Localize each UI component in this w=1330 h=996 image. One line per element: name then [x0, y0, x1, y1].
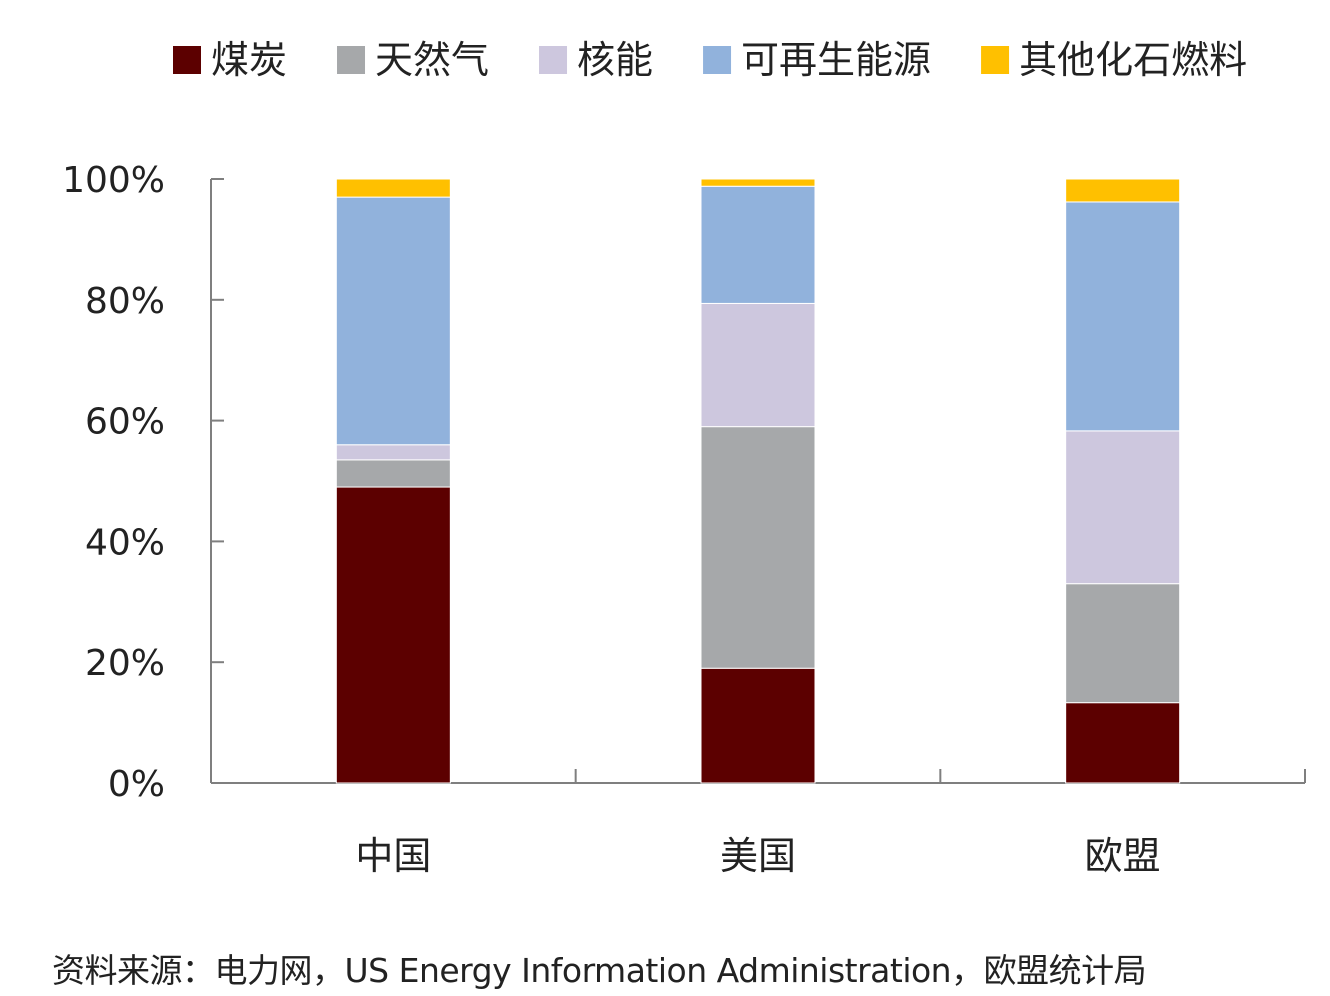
y-tick-label: 60%	[85, 402, 165, 443]
legend-swatch	[703, 46, 732, 74]
bar-segment	[1065, 430, 1181, 585]
legend-swatch	[337, 46, 366, 74]
legend-label: 核能	[577, 38, 653, 82]
y-tick-label: 40%	[85, 522, 165, 563]
chart-axes: 0% 20% 40% 60% 80% 100%	[62, 160, 1306, 805]
bar-segment	[1065, 201, 1181, 432]
bar-segment	[700, 302, 816, 428]
y-tick-label: 0%	[108, 764, 165, 805]
chart-legend: 煤炭 天然气 核能 可再生能源 其他化石燃料	[173, 38, 1247, 82]
bar-segment	[700, 178, 816, 187]
legend-swatch	[173, 46, 201, 74]
x-category-label: 美国	[720, 834, 796, 878]
legend-label: 其他化石燃料	[1019, 38, 1247, 82]
legend-label: 天然气	[375, 38, 489, 82]
chart-bars	[335, 178, 1181, 784]
bar-segment	[335, 459, 451, 488]
bar-segment	[700, 667, 816, 784]
bar-segment	[700, 185, 816, 304]
bar-segment	[335, 178, 451, 198]
bar-segment	[1065, 583, 1181, 704]
source-note: 资料来源：电力网，US Energy Information Administr…	[52, 951, 1147, 990]
y-tick-label: 20%	[85, 643, 165, 684]
y-tick-label: 100%	[62, 160, 165, 201]
legend-swatch	[981, 46, 1010, 74]
bar-segment	[1065, 702, 1181, 784]
bar-segment	[700, 426, 816, 669]
legend-swatch	[539, 46, 568, 74]
bar-segment	[1065, 178, 1181, 203]
y-tick-label: 80%	[85, 281, 165, 322]
x-category-label: 中国	[355, 834, 431, 878]
x-category-label: 欧盟	[1085, 834, 1161, 878]
category-labels: 中国 美国 欧盟	[355, 834, 1160, 878]
legend-label: 可再生能源	[741, 38, 931, 82]
legend-label: 煤炭	[211, 38, 287, 82]
bar-segment	[335, 444, 451, 461]
bar-segment	[335, 196, 451, 446]
bar-segment	[335, 486, 451, 784]
